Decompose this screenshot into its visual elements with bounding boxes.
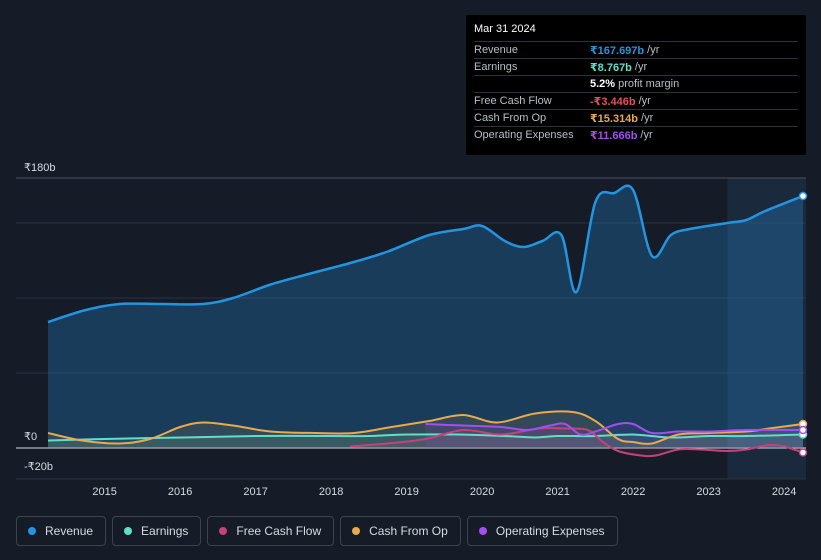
x-tick-label: 2022 (621, 486, 645, 498)
tooltip-row-label: Free Cash Flow (474, 95, 552, 107)
tooltip-panel: Mar 31 2024 Revenue ₹167.697b/yr Earnings ₹… (466, 15, 806, 155)
series-end-markers (798, 191, 808, 457)
tooltip-row-value: ₹167.697b (590, 44, 645, 57)
cash-from-op-line (47, 410, 804, 445)
x-tick-label: 2016 (168, 486, 192, 498)
cash-from-op-area (48, 411, 803, 448)
earnings-line (47, 433, 804, 442)
series-areas (48, 185, 803, 457)
y-label-top: ₹180b (24, 162, 55, 174)
x-tick-label: 2017 (243, 486, 267, 498)
legend: Revenue Earnings Free Cash Flow Cash From O… (16, 516, 618, 546)
free-cash-flow-line (349, 427, 804, 458)
tooltip-row-unit: /yr (638, 95, 651, 107)
x-tick-label: 2018 (319, 486, 343, 498)
tooltip-row-unit: /yr (647, 44, 660, 56)
legend-item-revenue[interactable]: Revenue (16, 516, 107, 546)
revenue-end-marker (798, 191, 808, 201)
x-tick-label: 2024 (772, 486, 796, 498)
legend-item-cash-from-op[interactable]: Cash From Op (340, 516, 461, 546)
tooltip-row-label: Revenue (474, 44, 519, 56)
x-tick-label: 2019 (394, 486, 418, 498)
x-tick-label: 2020 (470, 486, 494, 498)
legend-item-free-cash-flow[interactable]: Free Cash Flow (207, 516, 335, 546)
tooltip-row-value: ₹15.314b (590, 112, 639, 125)
free-cash-flow-end-marker (798, 448, 808, 457)
x-tick-label: 2023 (696, 486, 720, 498)
revenue-line (47, 184, 804, 324)
tooltip-row-unit: /yr (634, 61, 648, 73)
tooltip-row: Revenue ₹167.697b/yr (474, 41, 798, 58)
tooltip-row: Operating Expenses ₹11.666b/yr (474, 126, 798, 143)
tooltip-row: Earnings ₹8.767b/yr (474, 58, 798, 75)
operating-expenses-line (425, 421, 804, 436)
tooltip-row-label: Earnings (474, 61, 518, 73)
tooltip-row-label: Operating Expenses (474, 129, 574, 141)
legend-label: Revenue (45, 524, 94, 538)
tooltip-row: 5.2% profit margin (474, 75, 798, 92)
y-label-bottom: -₹20b (24, 461, 53, 473)
legend-dot-icon (28, 527, 36, 535)
tooltip-row-unit: profit margin (618, 78, 680, 90)
tooltip-row: Free Cash Flow -₹3.446b/yr (474, 92, 798, 109)
tooltip-row-value: 5.2% (590, 78, 616, 90)
legend-label: Cash From Op (369, 524, 448, 538)
tooltip-row-unit: /yr (640, 129, 653, 141)
legend-item-earnings[interactable]: Earnings (112, 516, 202, 546)
legend-label: Earnings (141, 524, 189, 538)
gridlines (16, 177, 806, 480)
operating-expenses-end-marker (798, 425, 808, 435)
revenue-area (48, 185, 803, 448)
tooltip-row-label: Cash From Op (474, 112, 547, 124)
series-lines (47, 184, 804, 458)
chart-area: 2015 2016 2017 2018 2019 2020 2021 2022 2023 2024… (16, 162, 808, 498)
legend-item-operating-expenses[interactable]: Operating Expenses (466, 516, 618, 546)
x-axis-ticks: 2015 2016 2017 2018 2019 2020 2021 2022 2023 2024 (92, 486, 796, 498)
legend-dot-icon (124, 527, 133, 535)
legend-dot-icon (219, 527, 228, 535)
tooltip-row: Cash From Op ₹15.314b/yr (474, 109, 798, 126)
tooltip-row-value: ₹11.666b (590, 129, 638, 142)
x-tick-label: 2015 (92, 486, 116, 498)
tooltip-row-unit: /yr (641, 112, 654, 124)
legend-dot-icon (478, 527, 487, 535)
x-tick-label: 2021 (545, 486, 569, 498)
legend-label: Operating Expenses (495, 524, 605, 538)
tooltip-row-value: ₹8.767b (590, 61, 632, 74)
tooltip-row-value: -₹3.446b (590, 95, 636, 108)
earnings-area (48, 434, 803, 448)
legend-label: Free Cash Flow (236, 524, 322, 538)
tooltip-date: Mar 31 2024 (474, 23, 536, 35)
legend-dot-icon (352, 527, 361, 535)
y-label-zero: ₹0 (24, 431, 37, 443)
